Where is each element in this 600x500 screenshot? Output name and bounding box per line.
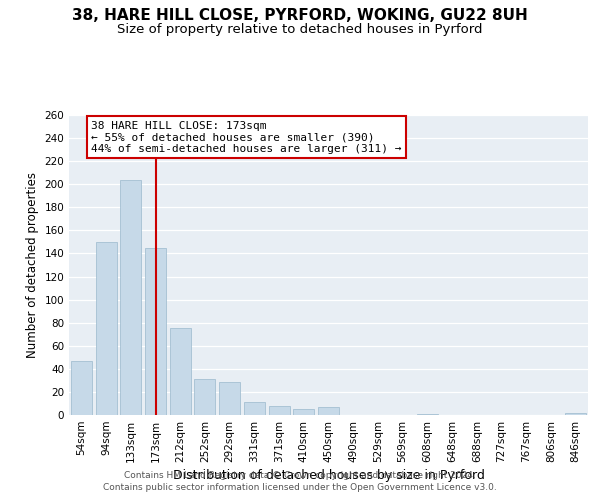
Bar bbox=[293, 409, 314, 415]
Bar bbox=[71, 361, 92, 415]
Bar bbox=[244, 402, 265, 415]
Y-axis label: Number of detached properties: Number of detached properties bbox=[26, 172, 39, 358]
Bar bbox=[318, 407, 339, 415]
Bar bbox=[194, 379, 215, 415]
Bar bbox=[145, 248, 166, 415]
Text: 38 HARE HILL CLOSE: 173sqm
← 55% of detached houses are smaller (390)
44% of sem: 38 HARE HILL CLOSE: 173sqm ← 55% of deta… bbox=[91, 121, 402, 154]
Bar bbox=[417, 414, 438, 415]
Bar bbox=[95, 242, 116, 415]
Bar bbox=[565, 412, 586, 415]
Text: Size of property relative to detached houses in Pyrford: Size of property relative to detached ho… bbox=[117, 22, 483, 36]
Text: Contains HM Land Registry data © Crown copyright and database right 2024.: Contains HM Land Registry data © Crown c… bbox=[124, 471, 476, 480]
Bar bbox=[269, 406, 290, 415]
Bar bbox=[219, 382, 240, 415]
X-axis label: Distribution of detached houses by size in Pyrford: Distribution of detached houses by size … bbox=[173, 469, 484, 482]
Bar bbox=[170, 328, 191, 415]
Text: 38, HARE HILL CLOSE, PYRFORD, WOKING, GU22 8UH: 38, HARE HILL CLOSE, PYRFORD, WOKING, GU… bbox=[72, 8, 528, 22]
Bar bbox=[120, 180, 141, 415]
Text: Contains public sector information licensed under the Open Government Licence v3: Contains public sector information licen… bbox=[103, 484, 497, 492]
